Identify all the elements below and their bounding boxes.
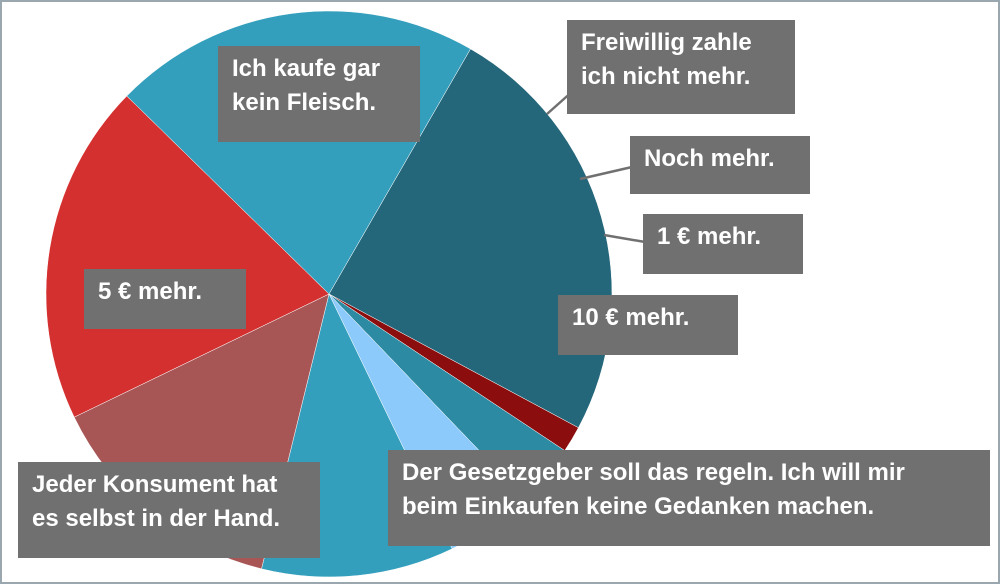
slice-label-noch-mehr: Noch mehr. <box>630 136 810 194</box>
pie-slice-kein-fleisch <box>328 48 613 429</box>
pie-slice-jeder-konsument <box>45 95 330 418</box>
slice-label-10-euro: 10 € mehr. <box>558 295 738 355</box>
slice-label-1-euro: 1 € mehr. <box>643 214 803 274</box>
slice-label-freiwillig: Freiwillig zahle ich nicht mehr. <box>567 20 795 114</box>
slice-label-kein-fleisch: Ich kaufe gar kein Fleisch. <box>218 46 420 142</box>
leader-line-1-euro <box>603 233 646 244</box>
slice-label-5-euro: 5 € mehr. <box>84 269 246 329</box>
leader-line-noch-mehr <box>579 165 633 181</box>
slice-label-gesetzgeber: Der Gesetzgeber soll das regeln. Ich wil… <box>388 450 990 546</box>
slice-label-jeder-konsument: Jeder Konsument hat es selbst in der Han… <box>18 462 320 558</box>
